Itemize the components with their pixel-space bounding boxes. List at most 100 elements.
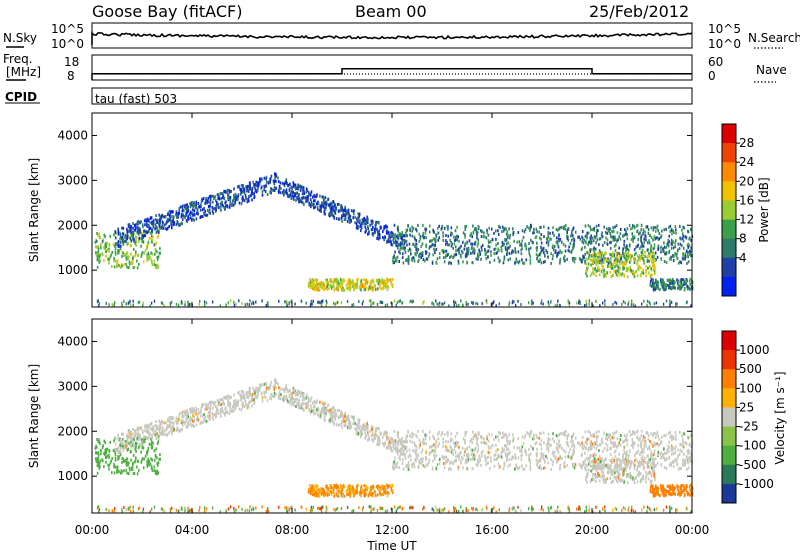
power-cell	[671, 232, 673, 235]
velocity-cell	[344, 415, 346, 418]
power-cell	[148, 230, 150, 233]
power-cell	[291, 186, 293, 189]
power-cell	[132, 257, 134, 260]
velocity-cell	[137, 434, 139, 437]
power-cell	[581, 260, 583, 263]
power-cell	[620, 228, 622, 231]
power-cell	[444, 301, 445, 304]
power-cell	[218, 206, 220, 209]
power-cell	[507, 246, 509, 249]
power-cell	[130, 244, 132, 247]
power-cell	[132, 227, 134, 230]
power-cell	[127, 257, 129, 260]
power-cell	[205, 200, 207, 203]
power-cell	[590, 274, 592, 277]
power-cell	[273, 180, 275, 183]
velocity-cell	[210, 401, 212, 404]
power-cell	[645, 271, 647, 274]
power-cell	[132, 236, 134, 239]
power-cell	[455, 249, 457, 252]
velocity-cell	[378, 436, 380, 439]
power-cell	[142, 251, 144, 254]
velocity-cell	[127, 437, 129, 440]
power-cell	[268, 182, 270, 185]
power-cell	[311, 300, 312, 303]
power-cell	[599, 238, 601, 241]
power-cell	[187, 301, 188, 304]
power-cell	[398, 300, 399, 303]
velocity-cell	[162, 427, 164, 430]
power-cell	[627, 248, 629, 251]
velocity-cell	[489, 452, 491, 455]
velocity-cell	[401, 447, 403, 450]
power-cell	[573, 242, 575, 245]
velocity-cell	[381, 488, 383, 491]
velocity-cell	[334, 410, 336, 413]
velocity-cell	[344, 495, 346, 498]
velocity-cell	[158, 428, 160, 431]
velocity-cell	[328, 404, 330, 407]
power-cell	[121, 227, 123, 230]
power-cell	[688, 287, 690, 290]
velocity-cell	[182, 420, 184, 423]
power-cell	[293, 198, 295, 201]
power-cell	[143, 241, 145, 244]
velocity-cell	[365, 432, 367, 435]
power-cell	[559, 304, 560, 307]
power-cell	[295, 199, 297, 202]
power-cell	[115, 242, 117, 245]
power-cell	[489, 246, 491, 249]
power-cell	[329, 213, 331, 216]
power-cell	[344, 206, 346, 209]
power-cell	[625, 301, 626, 304]
velocity-cell	[338, 423, 340, 426]
velocity-cell	[208, 403, 210, 406]
power-cell	[267, 304, 268, 307]
velocity-cell	[345, 424, 347, 427]
power-cell	[187, 211, 189, 214]
power-cell	[346, 287, 348, 290]
power-cell	[593, 227, 595, 230]
power-cell	[548, 227, 550, 230]
power-cell	[348, 213, 350, 216]
power-cell	[634, 235, 636, 238]
power-cell	[620, 254, 622, 257]
power-cell	[123, 300, 124, 303]
power-cell	[429, 253, 431, 256]
power-cell	[686, 250, 688, 253]
power-cell	[528, 301, 529, 304]
velocity-cell	[337, 492, 339, 495]
power-cell	[647, 249, 649, 252]
power-cell	[256, 184, 258, 187]
velocity-cell	[132, 433, 134, 436]
power-cell	[341, 301, 342, 304]
power-cell	[501, 230, 503, 233]
power-cell	[323, 196, 325, 199]
velocity-cell	[143, 447, 145, 450]
power-cell	[107, 249, 109, 252]
velocity-cell	[296, 402, 298, 405]
power-cell	[446, 225, 448, 228]
power-cell	[553, 234, 555, 237]
power-cell	[595, 274, 597, 277]
power-cell	[557, 304, 558, 307]
power-cell	[588, 303, 589, 306]
velocity-cell	[354, 422, 356, 425]
power-cell	[150, 252, 152, 255]
power-cell	[640, 266, 642, 269]
power-cell	[590, 242, 592, 245]
power-cell	[162, 302, 163, 305]
velocity-cell	[310, 399, 312, 402]
velocity-cell	[197, 419, 199, 422]
power-cell	[640, 236, 642, 239]
power-cell	[319, 209, 321, 212]
velocity-cell	[308, 491, 310, 494]
power-cell	[513, 231, 515, 234]
velocity-cell	[153, 431, 155, 434]
velocity-cell	[240, 395, 242, 398]
power-cell	[609, 227, 611, 230]
power-cell	[119, 238, 121, 241]
nave-label: Nave	[756, 63, 787, 77]
power-cell	[308, 193, 310, 196]
